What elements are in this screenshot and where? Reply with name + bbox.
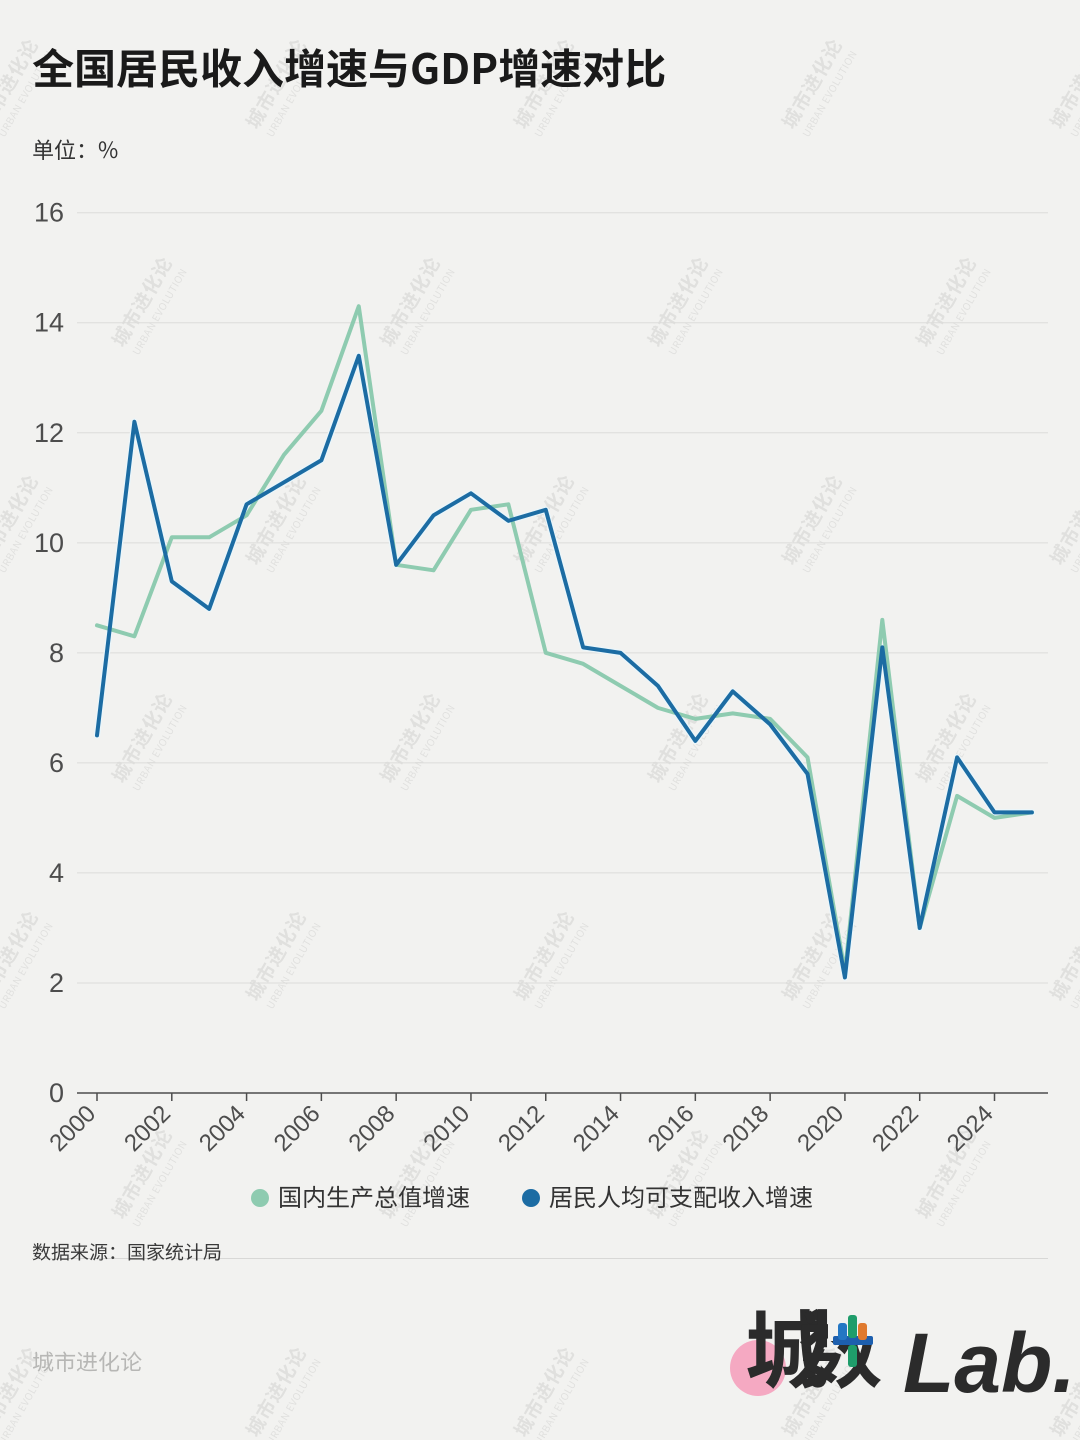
svg-text:2006: 2006 xyxy=(269,1100,326,1157)
svg-text:居民人均可支配收入增速: 居民人均可支配收入增速 xyxy=(549,1178,813,1213)
svg-text:2016: 2016 xyxy=(643,1100,700,1157)
svg-text:2012: 2012 xyxy=(493,1100,550,1157)
svg-text:2004: 2004 xyxy=(194,1100,251,1157)
svg-text:8: 8 xyxy=(49,638,64,668)
svg-text:2018: 2018 xyxy=(718,1100,775,1157)
svg-text:10: 10 xyxy=(34,528,64,558)
svg-text:0: 0 xyxy=(49,1078,64,1108)
svg-text:6: 6 xyxy=(49,748,64,778)
svg-text:2000: 2000 xyxy=(44,1100,101,1157)
svg-text:2014: 2014 xyxy=(568,1100,625,1157)
svg-text:14: 14 xyxy=(34,308,64,338)
svg-text:2: 2 xyxy=(49,968,64,998)
svg-text:2022: 2022 xyxy=(867,1100,924,1157)
svg-text:国内生产总值增速: 国内生产总值增速 xyxy=(278,1178,470,1213)
svg-text:Lab.: Lab. xyxy=(903,1316,1076,1410)
svg-text:2010: 2010 xyxy=(418,1100,475,1157)
svg-text:4: 4 xyxy=(49,858,64,888)
svg-text:2008: 2008 xyxy=(344,1100,401,1157)
svg-text:2024: 2024 xyxy=(942,1100,999,1157)
svg-text:12: 12 xyxy=(34,418,64,448)
svg-text:2020: 2020 xyxy=(792,1100,849,1157)
svg-text:16: 16 xyxy=(34,198,64,228)
svg-text:2002: 2002 xyxy=(119,1100,176,1157)
